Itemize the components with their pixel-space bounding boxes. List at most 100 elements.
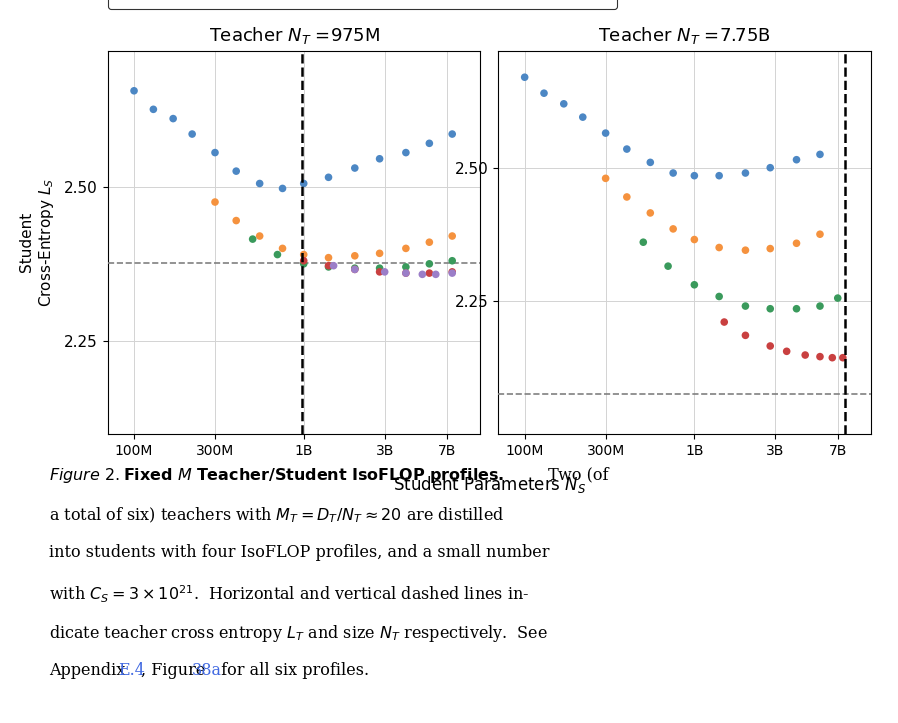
Point	[348, 162, 362, 174]
Point	[643, 157, 657, 168]
Point	[620, 143, 634, 155]
Point	[789, 237, 804, 249]
Title: Teacher $N_T$ =975M: Teacher $N_T$ =975M	[208, 25, 380, 46]
Point	[252, 230, 267, 241]
Point	[229, 166, 243, 177]
Point	[296, 255, 311, 267]
Point	[399, 268, 413, 279]
Point	[738, 300, 753, 312]
Point	[445, 266, 460, 278]
Point	[399, 261, 413, 273]
Point	[399, 243, 413, 254]
Text: $\bf{Fixed}$ $\bf{\mathit{M}}$ $\bf{Teacher/Student\ IsoFLOP\ profiles.}$: $\bf{Fixed}$ $\bf{\mathit{M}}$ $\bf{Teac…	[123, 466, 505, 485]
Point	[831, 292, 845, 304]
Point	[717, 316, 731, 328]
Point	[763, 303, 778, 315]
Point	[348, 264, 362, 275]
Point	[813, 228, 827, 240]
Point	[763, 162, 778, 174]
Point	[738, 167, 753, 179]
Point	[813, 351, 827, 362]
Point	[207, 196, 222, 208]
Point	[348, 262, 362, 274]
Point	[836, 352, 850, 364]
Point	[245, 234, 260, 245]
Point	[415, 268, 429, 280]
Point	[687, 279, 701, 291]
Point	[687, 170, 701, 181]
Point	[598, 127, 612, 139]
Point	[712, 241, 726, 253]
Text: E.4: E.4	[118, 662, 145, 679]
Point	[620, 191, 634, 202]
Point	[321, 171, 336, 183]
Point	[348, 264, 362, 275]
Point	[789, 303, 804, 315]
Point	[422, 236, 436, 248]
Point	[399, 268, 413, 279]
Text: for all six profiles.: for all six profiles.	[216, 662, 370, 679]
Point	[296, 249, 311, 260]
Point	[779, 346, 794, 357]
Point	[445, 255, 460, 267]
Point	[422, 268, 436, 279]
Text: Two (of: Two (of	[543, 466, 609, 484]
Point	[445, 230, 460, 241]
Point	[598, 173, 612, 184]
Point	[185, 128, 199, 140]
Point	[166, 113, 180, 124]
Point	[321, 260, 336, 271]
Point	[296, 178, 311, 189]
Point	[348, 250, 362, 262]
Point	[712, 291, 726, 302]
Point	[422, 258, 436, 270]
Text: Student Parameters $N_S$: Student Parameters $N_S$	[392, 474, 586, 495]
Point	[643, 208, 657, 219]
Point	[445, 128, 460, 140]
Point	[229, 215, 243, 226]
Text: Appendix: Appendix	[49, 662, 131, 679]
Point	[373, 247, 387, 259]
Point	[763, 341, 778, 352]
Point	[296, 258, 311, 270]
Point	[428, 268, 443, 280]
Point	[276, 243, 290, 254]
Point	[813, 149, 827, 161]
Point	[798, 349, 813, 361]
Point	[813, 300, 827, 312]
Point	[377, 266, 392, 278]
Point	[207, 147, 222, 158]
Point	[321, 252, 336, 263]
Point	[445, 268, 460, 279]
Text: $\it{Figure}$ $\it{2.}$: $\it{Figure}$ $\it{2.}$	[49, 466, 120, 485]
Point	[146, 103, 161, 115]
Point	[422, 137, 436, 149]
Point	[763, 243, 778, 254]
Title: Teacher $N_T$ =7.75B: Teacher $N_T$ =7.75B	[598, 25, 771, 46]
Point	[399, 147, 413, 158]
Point	[517, 72, 532, 83]
Point	[270, 249, 285, 260]
Text: 38a: 38a	[192, 662, 222, 679]
Point	[373, 262, 387, 274]
Point	[738, 244, 753, 256]
Point	[326, 260, 340, 271]
Point	[636, 236, 650, 248]
Point	[825, 352, 840, 364]
Text: dicate teacher cross entropy $L_T$ and size $N_T$ respectively.  See: dicate teacher cross entropy $L_T$ and s…	[49, 623, 549, 643]
Point	[557, 98, 571, 110]
Point	[537, 87, 551, 99]
Point	[373, 266, 387, 278]
Point	[712, 170, 726, 181]
Point	[738, 330, 753, 341]
Point	[127, 85, 141, 97]
Point	[661, 260, 675, 272]
Point	[276, 183, 290, 194]
Text: into students with four IsoFLOP profiles, and a small number: into students with four IsoFLOP profiles…	[49, 544, 550, 562]
Point	[321, 261, 336, 273]
Point	[576, 111, 590, 123]
Text: a total of six) teachers with $M_T = D_T/N_T \approx 20$ are distilled: a total of six) teachers with $M_T = D_T…	[49, 505, 505, 525]
Legend: $3 \times 10^{19}$, $10^{20}$, $3 \times 10^{20}$, $10^{21}$, $3 \times 10^{21}$: $3 \times 10^{19}$, $10^{20}$, $3 \times…	[108, 0, 617, 9]
Point	[666, 223, 681, 235]
Text: , Figure: , Figure	[141, 662, 210, 679]
